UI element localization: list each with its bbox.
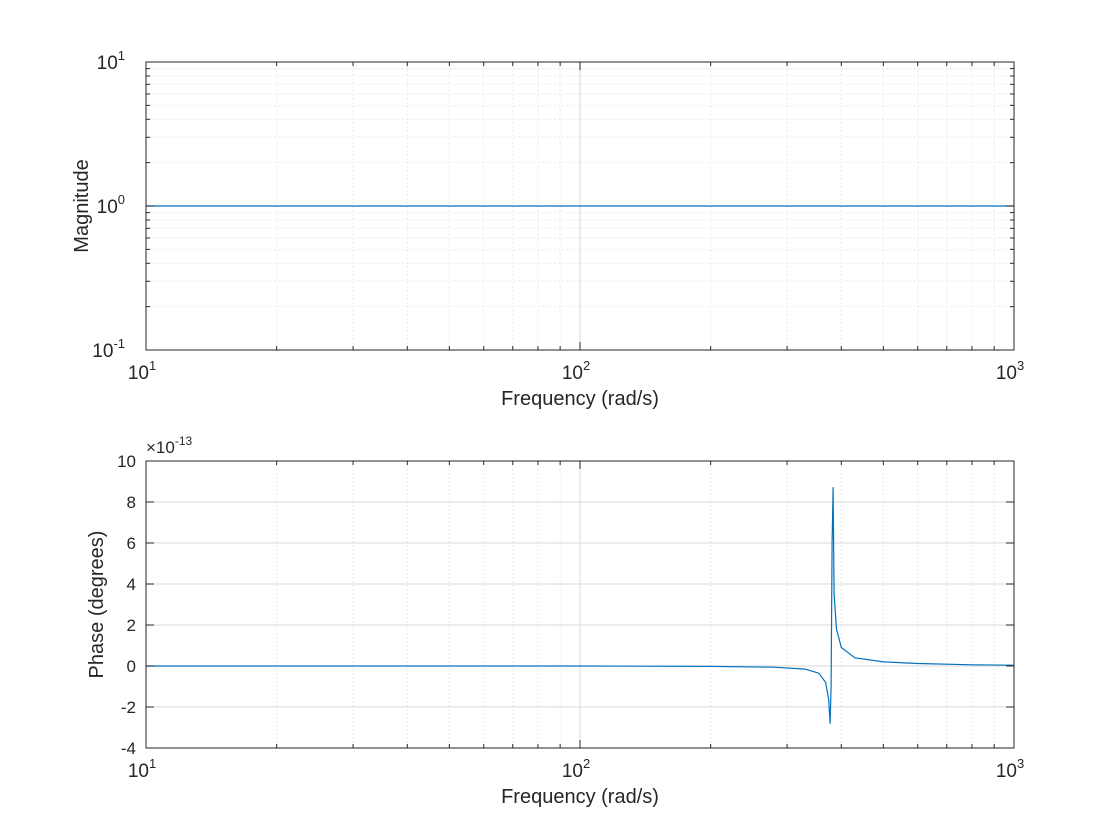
series-line	[146, 487, 1015, 725]
y-tick-label-base: 10	[92, 341, 113, 362]
y-tick-label: -2	[121, 698, 136, 717]
x-tick-label-base: 10	[128, 363, 149, 384]
x-tick-label-exponent: 2	[583, 756, 590, 771]
axes-box	[145, 460, 1015, 749]
phase-y-multiplier: ×10-13	[146, 434, 193, 457]
x-tick-label-exponent: 2	[583, 358, 590, 373]
x-tick-label: 102	[562, 756, 590, 782]
x-tick-label-base: 10	[996, 363, 1017, 384]
y-tick-label-exponent: 1	[118, 48, 125, 63]
x-tick-label-exponent: 3	[1017, 756, 1024, 771]
x-tick-label: 101	[128, 756, 156, 782]
y-tick-label: 10	[117, 452, 136, 471]
magnitude-ylabel: Magnitude	[71, 159, 93, 252]
phase-y-multiplier-exponent: -13	[175, 434, 193, 448]
x-tick-label: 101	[128, 358, 156, 384]
x-tick-label: 103	[996, 358, 1024, 384]
x-tick-label-base: 10	[562, 761, 583, 782]
x-tick-label-exponent: 1	[149, 756, 156, 771]
phase-ticks	[145, 460, 1015, 749]
x-tick-label-base: 10	[996, 761, 1017, 782]
axes-box	[145, 61, 1015, 351]
y-tick-label: 2	[127, 616, 136, 635]
phase-plot-area	[146, 487, 1015, 725]
magnitude-xlabel: Frequency (rad/s)	[501, 388, 659, 410]
y-tick-label: 6	[127, 534, 136, 553]
y-tick-label-base: 10	[97, 53, 118, 74]
y-tick-label: 8	[127, 493, 136, 512]
phase-y-multiplier-base: ×10	[146, 438, 175, 457]
y-tick-label: 100	[97, 192, 125, 218]
x-tick-label-exponent: 3	[1017, 358, 1024, 373]
y-tick-label: -4	[121, 739, 136, 758]
x-tick-label-exponent: 1	[149, 358, 156, 373]
y-tick-label-base: 10	[97, 197, 118, 218]
y-tick-label-exponent: -1	[113, 336, 125, 351]
y-tick-label: 10-1	[92, 336, 125, 362]
x-tick-label: 102	[562, 358, 590, 384]
y-tick-label: 4	[127, 575, 136, 594]
y-tick-label: 0	[127, 657, 136, 676]
x-tick-label-base: 10	[128, 761, 149, 782]
phase-xlabel: Frequency (rad/s)	[501, 786, 659, 808]
y-tick-label: 101	[97, 48, 125, 74]
x-tick-label: 103	[996, 756, 1024, 782]
x-tick-label-base: 10	[562, 363, 583, 384]
phase-ylabel: Phase (degrees)	[86, 531, 108, 679]
magnitude-ticks	[145, 61, 1015, 351]
y-tick-label-exponent: 0	[118, 192, 125, 207]
